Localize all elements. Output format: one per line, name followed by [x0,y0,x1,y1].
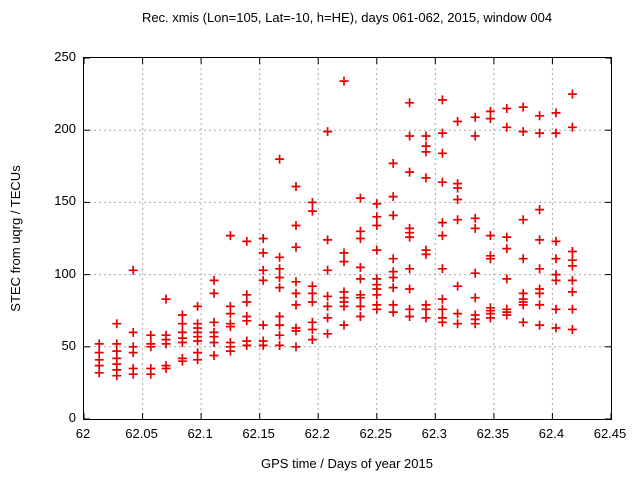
x-tick-label: 62.05 [125,426,158,441]
x-tick-label: 62.35 [476,426,510,441]
x-tick-label: 62.4 [538,426,565,441]
x-tick-label: 62.3 [421,426,447,441]
chart-title: Rec. xmis (Lon=105, Lat=-10, h=HE), days… [141,10,553,25]
x-tick-label: 62.2 [304,426,330,441]
y-axis-label: STEC from uqrg / TECUs [8,165,23,312]
x-tick-label: 62.25 [359,426,393,441]
y-tick-label: 200 [54,121,76,137]
stec-data-points [94,76,577,381]
x-tick-label: 62 [75,426,91,441]
x-axis-label: GPS time / Days of year 2015 [261,456,433,471]
scatter-plot-canvas [84,58,611,419]
y-tick-label: 0 [68,410,76,425]
y-tick-label: 150 [54,193,76,209]
x-tick-label: 62.15 [242,426,275,441]
y-tick-label: 50 [61,337,76,353]
plot-area [83,57,612,420]
y-tick-label: 100 [54,265,76,281]
x-tick-label: 62.1 [187,426,213,441]
x-tick-label: 62.45 [593,426,627,441]
y-tick-label: 250 [54,49,76,64]
